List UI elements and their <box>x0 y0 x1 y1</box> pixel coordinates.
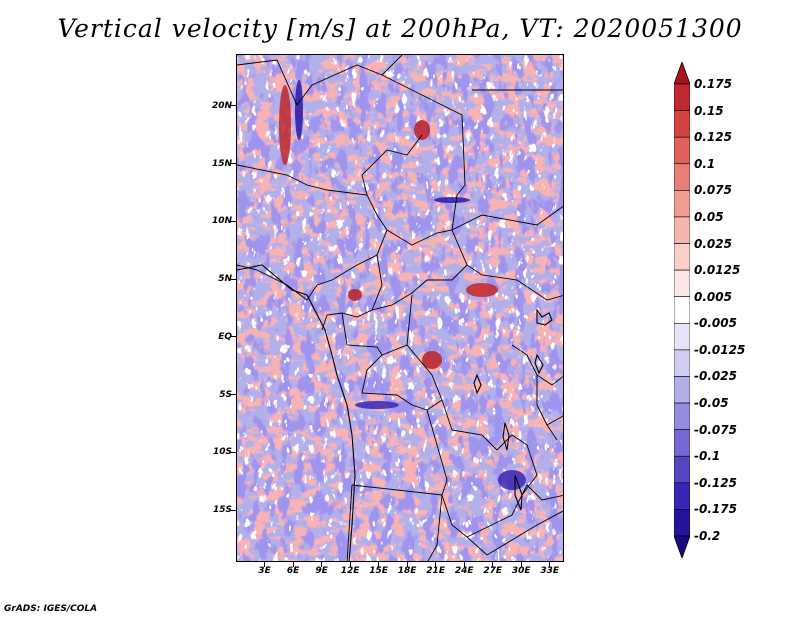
colorbar-tick-label: -0.175 <box>694 502 737 517</box>
colorbar-segment <box>674 163 690 191</box>
credit-text: GrADS: IGES/COLA <box>4 604 98 614</box>
colorbar-segment <box>674 269 690 298</box>
lon-tick <box>549 562 551 567</box>
colorbar-max-arrow <box>674 62 690 85</box>
lon-tick <box>463 562 465 567</box>
lon-tick <box>349 562 351 567</box>
chart-title: Vertical velocity [m/s] at 200hPa, VT: 2… <box>57 14 743 43</box>
lon-tick-label: 27E <box>483 566 503 576</box>
colorbar-segment <box>674 402 690 430</box>
colorbar-tick-label: 0.15 <box>694 103 724 118</box>
colorbar-segment <box>674 216 690 244</box>
lat-tick <box>231 394 236 396</box>
colorbar <box>674 62 690 558</box>
colorbar-segment <box>674 296 690 324</box>
colorbar-segment <box>674 455 690 484</box>
lakes <box>473 308 553 511</box>
lat-tick-label: 15N <box>211 158 232 169</box>
lat-tick-label: 20N <box>211 100 232 111</box>
colorbar-tick-label: -0.125 <box>694 475 737 490</box>
colorbar-segment <box>674 83 690 111</box>
lon-tick-label: 12E <box>340 566 360 576</box>
colorbar-tick-label: 0.075 <box>694 183 732 198</box>
lat-tick <box>231 278 236 280</box>
lon-tick-label: 24E <box>454 566 474 576</box>
lat-tick <box>231 163 236 165</box>
strong-cells <box>279 80 526 490</box>
colorbar-segment <box>674 190 690 218</box>
colorbar-segment <box>674 110 690 138</box>
colorbar-tick-label: 0.025 <box>694 236 732 251</box>
lat-tick-label: 5N <box>218 274 232 285</box>
velocity-field <box>237 55 563 561</box>
lat-tick <box>231 105 236 107</box>
lon-tick-label: 18E <box>397 566 417 576</box>
map-panel <box>236 54 564 562</box>
lon-tick-label: 9E <box>315 566 328 576</box>
colorbar-tick-label: 0.125 <box>694 130 732 145</box>
colorbar-tick-label: -0.0125 <box>694 342 746 357</box>
lat-tick-label: 10S <box>212 447 232 458</box>
colorbar-segment <box>674 136 690 165</box>
colorbar-tick-label: 0.05 <box>694 209 724 224</box>
colorbar-tick-label: 0.175 <box>694 77 732 91</box>
colorbar-segment <box>674 482 690 510</box>
lon-tick-label: 3E <box>258 566 271 576</box>
lat-tick-label: 15S <box>212 505 232 516</box>
colorbar-tick-label: -0.025 <box>694 369 737 384</box>
colorbar-tick-label: -0.005 <box>694 316 737 331</box>
lon-tick <box>406 562 408 567</box>
colorbar-tick-label: -0.075 <box>694 422 737 437</box>
lon-tick <box>321 562 323 567</box>
lon-tick <box>292 562 294 567</box>
coastline <box>237 264 356 561</box>
colorbar-tick-label: 0.005 <box>694 289 732 304</box>
lat-tick <box>231 509 236 511</box>
lon-tick-label: 6E <box>286 566 300 576</box>
colorbar-segment <box>674 429 690 457</box>
lat-tick-label: 10N <box>211 216 232 227</box>
country-borders <box>237 55 563 561</box>
colorbar-tick-label: -0.1 <box>694 449 721 464</box>
colorbar-min-arrow <box>674 535 690 558</box>
colorbar-tick-label: 0.0125 <box>694 263 741 278</box>
lon-tick <box>435 562 437 567</box>
lat-tick-label: 5S <box>219 389 232 400</box>
lat-tick-label: EQ <box>218 331 232 342</box>
lon-tick <box>492 562 494 567</box>
lat-tick <box>231 336 236 338</box>
lon-tick-label: 21E <box>426 566 445 576</box>
lat-tick <box>231 220 236 222</box>
lon-tick <box>520 562 522 567</box>
colorbar-segment <box>674 349 690 377</box>
colorbar-tick-label: 0.1 <box>694 156 716 171</box>
colorbar-tick-label: -0.2 <box>694 529 721 543</box>
lat-tick <box>231 451 236 453</box>
lon-tick <box>378 562 380 567</box>
lon-tick-label: 30E <box>511 566 531 576</box>
colorbar-segment <box>674 243 690 271</box>
lon-tick <box>264 562 266 567</box>
colorbar-segment <box>674 376 690 404</box>
colorbar-segment <box>674 322 690 351</box>
colorbar-segment <box>674 509 690 537</box>
lon-tick-label: 33E <box>540 566 560 576</box>
lon-tick-label: 15E <box>369 566 388 576</box>
colorbar-tick-label: -0.05 <box>694 396 729 411</box>
